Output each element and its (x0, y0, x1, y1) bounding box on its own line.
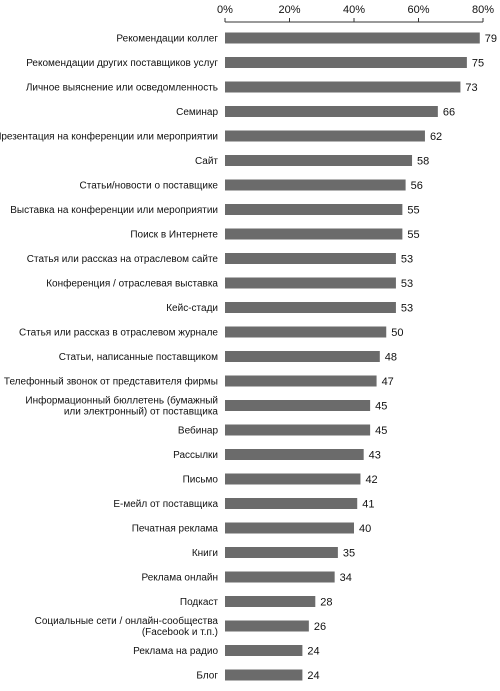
bar (225, 277, 396, 289)
bar (225, 106, 438, 117)
data-label: 79 (485, 33, 497, 45)
category-label: Блог (196, 671, 218, 682)
category-label: Рассылки (173, 450, 218, 461)
bar (225, 522, 354, 534)
x-tick-label: 80% (472, 4, 494, 16)
category-label: Статья или рассказ в отраслевом журнале (19, 328, 218, 339)
bar (225, 351, 380, 362)
data-label: 48 (385, 352, 397, 364)
category-label: Рекомендации других поставщиков услуг (26, 58, 218, 69)
category-label: Социальные сети / онлайн-сообщества (35, 615, 219, 627)
data-label: 73 (465, 82, 477, 94)
data-label: 55 (407, 229, 419, 241)
data-label: 53 (401, 303, 413, 315)
bar (225, 498, 358, 509)
category-label: Реклама онлайн (142, 573, 218, 584)
category-label: Печатная реклама (132, 524, 219, 535)
bar (225, 155, 413, 166)
bar (225, 571, 335, 583)
data-label: 75 (472, 58, 484, 70)
bar (225, 32, 480, 44)
category-label: Статья или рассказ на отраслевом сайте (27, 254, 219, 265)
bar (225, 253, 396, 264)
category-label: Письмо (183, 475, 219, 486)
data-label: 62 (430, 131, 442, 143)
category-label: Подкаст (180, 597, 219, 608)
data-label: 53 (401, 254, 413, 266)
data-label: 26 (314, 621, 326, 633)
bar (225, 449, 364, 460)
bar (225, 228, 403, 240)
category-label: Статьи/новости о поставщике (80, 181, 219, 192)
bar (225, 130, 425, 142)
category-label: Сайт (195, 156, 218, 167)
data-label: 45 (375, 425, 387, 437)
category-label: Е-мейл от поставщика (113, 499, 218, 510)
category-label: Презентация на конференции или мероприят… (0, 131, 218, 143)
bar (225, 400, 371, 411)
category-label: Статьи, написанные поставщиком (59, 352, 218, 363)
bars (225, 32, 480, 681)
data-label: 66 (443, 107, 455, 119)
category-labels: Рекомендации коллег Рекомендации других п… (0, 34, 218, 682)
bar (225, 596, 316, 607)
x-axis: 0% 20% 40% 60% 80% (217, 4, 494, 23)
data-label: 58 (417, 156, 429, 168)
bar (225, 179, 406, 191)
bar (225, 669, 303, 681)
bar (225, 645, 303, 656)
category-label: Семинар (176, 107, 218, 118)
data-label: 50 (391, 327, 403, 339)
bar (225, 547, 338, 558)
data-label: 24 (307, 670, 319, 682)
category-label: Поиск в Интернете (130, 230, 218, 241)
data-label: 40 (359, 523, 371, 535)
category-label: Кейс-стади (166, 303, 218, 314)
data-label: 53 (401, 278, 413, 290)
data-label: 45 (375, 401, 387, 413)
category-label: Реклама на радио (133, 646, 218, 657)
data-label: 43 (369, 450, 381, 462)
category-label: Телефонный звонок от представителя фирмы (4, 376, 218, 388)
bar (225, 424, 371, 436)
bar (225, 326, 387, 338)
category-label: Личное выяснение или осведомленность (26, 83, 218, 94)
data-label: 47 (382, 376, 394, 388)
bar (225, 81, 461, 93)
category-label: Рекомендации коллег (116, 34, 218, 45)
x-tick-label: 0% (217, 4, 233, 16)
bar (225, 620, 309, 632)
category-label: (Facebook и т.п.) (142, 627, 218, 638)
data-label: 28 (320, 597, 332, 609)
category-label: Информационный бюллетень (бумажный (25, 395, 218, 407)
data-label: 34 (340, 572, 352, 584)
data-label: 55 (407, 205, 419, 217)
data-label: 41 (362, 499, 374, 511)
x-tick-label: 60% (407, 4, 429, 16)
category-label: или электронный) от поставщика (64, 407, 219, 418)
bar (225, 204, 403, 215)
x-tick-label: 20% (278, 4, 300, 16)
category-label: Вебинар (178, 425, 219, 437)
data-label: 42 (365, 474, 377, 486)
category-label: Выставка на конференции или мероприятии (10, 204, 218, 216)
category-label: Конференция / отраслевая выставка (46, 278, 218, 290)
bar (225, 57, 467, 68)
category-label: Книги (192, 548, 218, 559)
data-label: 24 (307, 646, 319, 658)
data-label: 35 (343, 548, 355, 560)
bar (225, 375, 377, 387)
bar (225, 302, 396, 313)
bar (225, 473, 361, 485)
x-tick-label: 40% (343, 4, 365, 16)
data-label: 56 (411, 180, 423, 192)
